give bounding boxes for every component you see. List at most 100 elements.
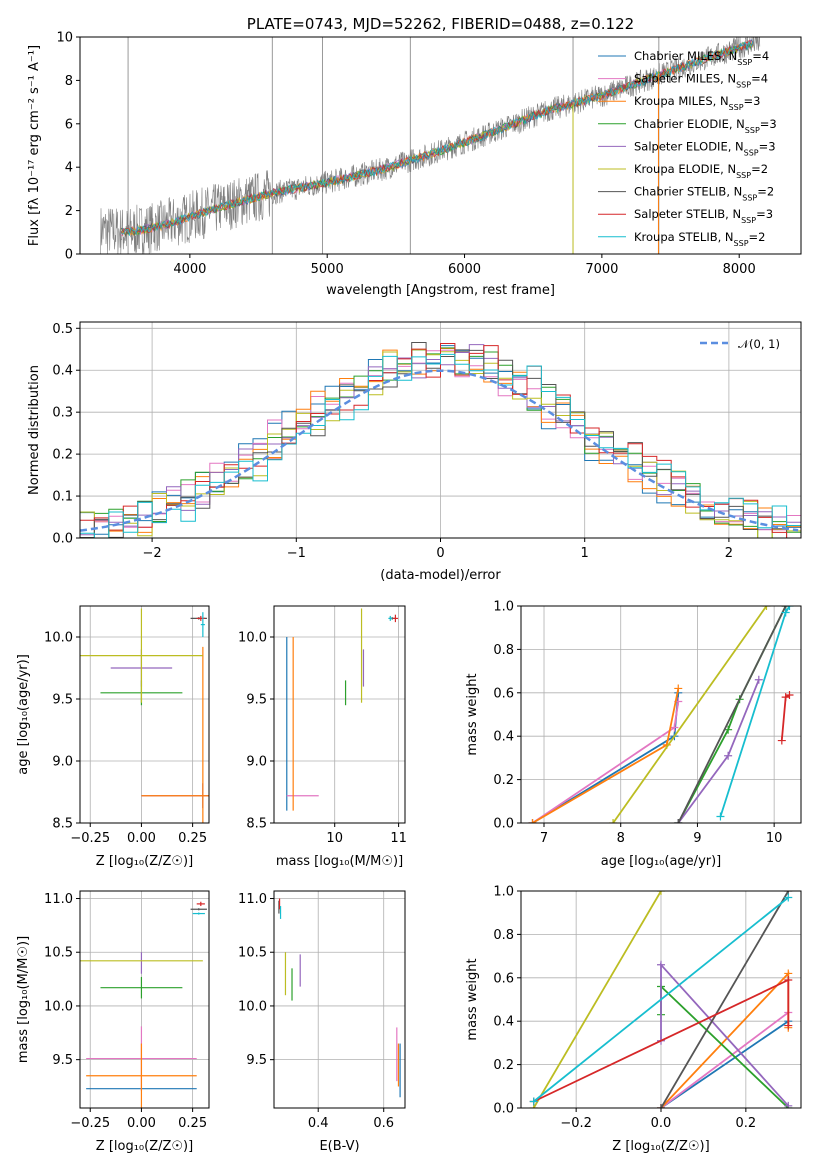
x-tick-label: 11 <box>390 831 407 846</box>
weight-line-chabrier-miles <box>660 1020 789 1108</box>
x-axis-label: Z [log₁₀(Z/Z☉)] <box>96 854 193 869</box>
legend-label-kroupa-elodie: Kroupa ELODIE, NSSP=2 <box>634 162 768 180</box>
weight_vs_Z-axes: −0.2 0.0 0.2 0.0 0.2 0.4 0.6 0.8 1.0 Z [log₁₀(Z/Z… <box>465 885 801 1154</box>
y-tick-label: 0 <box>65 248 73 263</box>
age_vs_mass-frame <box>273 605 406 824</box>
spectrum-legend: Chabrier MILES, NSSP=4 Salpeter MILES, NS… <box>598 49 777 247</box>
y-tick-label: 9.0 <box>52 755 73 770</box>
y-tick-label: 0.5 <box>52 322 73 337</box>
weight-marker-salpeter-elodie <box>724 751 733 760</box>
legend-label-kroupa-stelib: Kroupa STELIB, NSSP=2 <box>634 230 765 248</box>
y-tick-label: 8 <box>65 74 73 89</box>
normal-curve <box>79 369 799 532</box>
point-kroupa-stelib <box>388 615 393 621</box>
y-tick-label: 0.4 <box>52 364 73 379</box>
y-tick-label: 9.5 <box>52 693 73 708</box>
x-tick-label: 7 <box>540 831 548 846</box>
y-tick-label: 0.2 <box>52 448 73 463</box>
legend-label-chabrier-stelib: Chabrier STELIB, NSSP=2 <box>634 185 774 203</box>
weight-marker-salpeter-stelib <box>784 975 793 984</box>
y-tick-label: 1.0 <box>493 600 514 615</box>
y-tick-label: 0.8 <box>493 928 514 943</box>
x-axis-label: Z [log₁₀(Z/Z☉)] <box>96 1139 193 1154</box>
y-tick-label: 0.4 <box>493 730 514 745</box>
y-tick-label: 9.5 <box>246 1053 267 1068</box>
point-kroupa-stelib <box>192 912 205 915</box>
x-tick-label: −2 <box>143 546 162 561</box>
mass_vs_EBV-frame <box>273 890 406 1109</box>
y-tick-label: 9.0 <box>246 755 267 770</box>
y-tick-label: 0.0 <box>493 1102 514 1117</box>
x-tick-label: 8000 <box>723 262 756 277</box>
x-tick-label: 5000 <box>311 262 344 277</box>
legend-label-chabrier-miles: Chabrier MILES, NSSP=4 <box>634 49 769 67</box>
y-axis-label: age [log₁₀(age/yr)] <box>16 654 31 775</box>
spectrum-axes: 4000 5000 6000 7000 8000 0 2 4 6 8 10 wavelength [A… <box>27 31 756 299</box>
legend-label-salpeter-miles: Salpeter MILES, NSSP=4 <box>634 72 768 90</box>
spectrum-frame <box>79 36 802 255</box>
x-tick-label: −0.2 <box>560 1116 592 1131</box>
weight-marker-kroupa-miles <box>674 684 683 693</box>
y-tick-label: 0.6 <box>493 971 514 986</box>
weight-line-salpeter-stelib <box>780 694 790 741</box>
legend-label-chabrier-elodie: Chabrier ELODIE, NSSP=3 <box>634 117 777 135</box>
weight-marker-salpeter-stelib <box>781 693 790 702</box>
weight-line-kroupa-miles <box>660 971 790 1108</box>
y-tick-label: 0.8 <box>493 643 514 658</box>
y-tick-label: 10.5 <box>44 946 73 961</box>
legend-label-salpeter-stelib: Salpeter STELIB, NSSP=3 <box>634 207 773 225</box>
x-axis-label: Z [log₁₀(Z/Z☉)] <box>612 1139 709 1154</box>
weight-marker-salpeter-stelib <box>785 690 794 699</box>
x-tick-label: 10 <box>766 831 783 846</box>
x-tick-label: 0.0 <box>651 1116 672 1131</box>
y-tick-label: 9.5 <box>52 1053 73 1068</box>
point-kroupa-miles <box>141 646 209 823</box>
weight_vs_Z-frame <box>520 890 802 1109</box>
y-axis-label: Flux [fλ 10⁻¹⁷ erg cm⁻² s⁻¹ A⁻¹] <box>27 45 42 246</box>
weight-marker-chabrier-stelib <box>674 819 683 823</box>
point-kroupa-stelib <box>200 612 205 637</box>
y-tick-label: 10.0 <box>238 999 267 1014</box>
weight-marker-kroupa-stelib <box>784 893 793 902</box>
histogram-salpeter-miles <box>80 349 801 538</box>
y-axis-label: mass [log₁₀(M/M☉)] <box>16 936 31 1063</box>
y-tick-label: 0.3 <box>52 406 73 421</box>
weight-marker-salpeter-stelib <box>777 736 786 745</box>
point-salpeter-stelib <box>392 614 398 623</box>
weight-marker-kroupa-stelib <box>529 1097 538 1106</box>
y-tick-label: 10.0 <box>238 631 267 646</box>
y-tick-label: 11.0 <box>44 892 73 907</box>
weight-marker-kroupa-miles <box>528 819 537 823</box>
weight-line-chabrier-stelib <box>660 891 790 1108</box>
y-axis-label: mass weight <box>465 958 480 1040</box>
weight-marker-kroupa-elodie <box>657 891 665 895</box>
x-axis-label: mass [log₁₀(M/M☉)] <box>276 854 403 869</box>
weight-marker-salpeter-elodie <box>784 1101 793 1108</box>
weight-marker-kroupa-elodie <box>762 606 771 610</box>
y-tick-label: 8.5 <box>246 817 267 832</box>
chart-title: PLATE=0743, MJD=52262, FIBERID=0488, z=0… <box>247 15 634 33</box>
weight-line-salpeter-miles <box>660 1011 789 1108</box>
y-tick-label: 0.0 <box>52 532 73 547</box>
x-tick-label: 4000 <box>173 262 206 277</box>
y-tick-label: 0.2 <box>493 1058 514 1073</box>
legend-label-salpeter-elodie: Salpeter ELODIE, NSSP=3 <box>634 139 776 157</box>
model-line-kroupa-stelib <box>120 40 754 236</box>
x-tick-label: 1 <box>581 546 589 561</box>
y-tick-label: 0.4 <box>493 1015 514 1030</box>
histogram-kroupa-stelib <box>80 353 801 538</box>
y-tick-label: 10.0 <box>44 631 73 646</box>
y-tick-label: 0.2 <box>493 773 514 788</box>
y-axis-label: mass weight <box>465 673 480 755</box>
x-tick-label: −0.25 <box>70 831 110 846</box>
age_vs_Z-frame <box>79 605 210 824</box>
x-tick-label: 2 <box>725 546 733 561</box>
x-axis-label: (data-model)/error <box>380 568 501 583</box>
mass_vs_EBV-axes: 0.4 0.6 9.5 10.0 10.5 11.0 E(B-V) <box>238 891 405 1154</box>
age_vs_Z-axes: −0.25 0.00 0.25 8.5 9.0 9.5 10.0 Z [log₁₀(Z/Z☉)… <box>16 606 209 869</box>
y-tick-label: 9.5 <box>246 693 267 708</box>
weight-line-kroupa-elodie <box>532 891 662 1108</box>
mass_vs_Z-frame <box>79 890 210 1109</box>
y-tick-label: 8.5 <box>52 817 73 832</box>
